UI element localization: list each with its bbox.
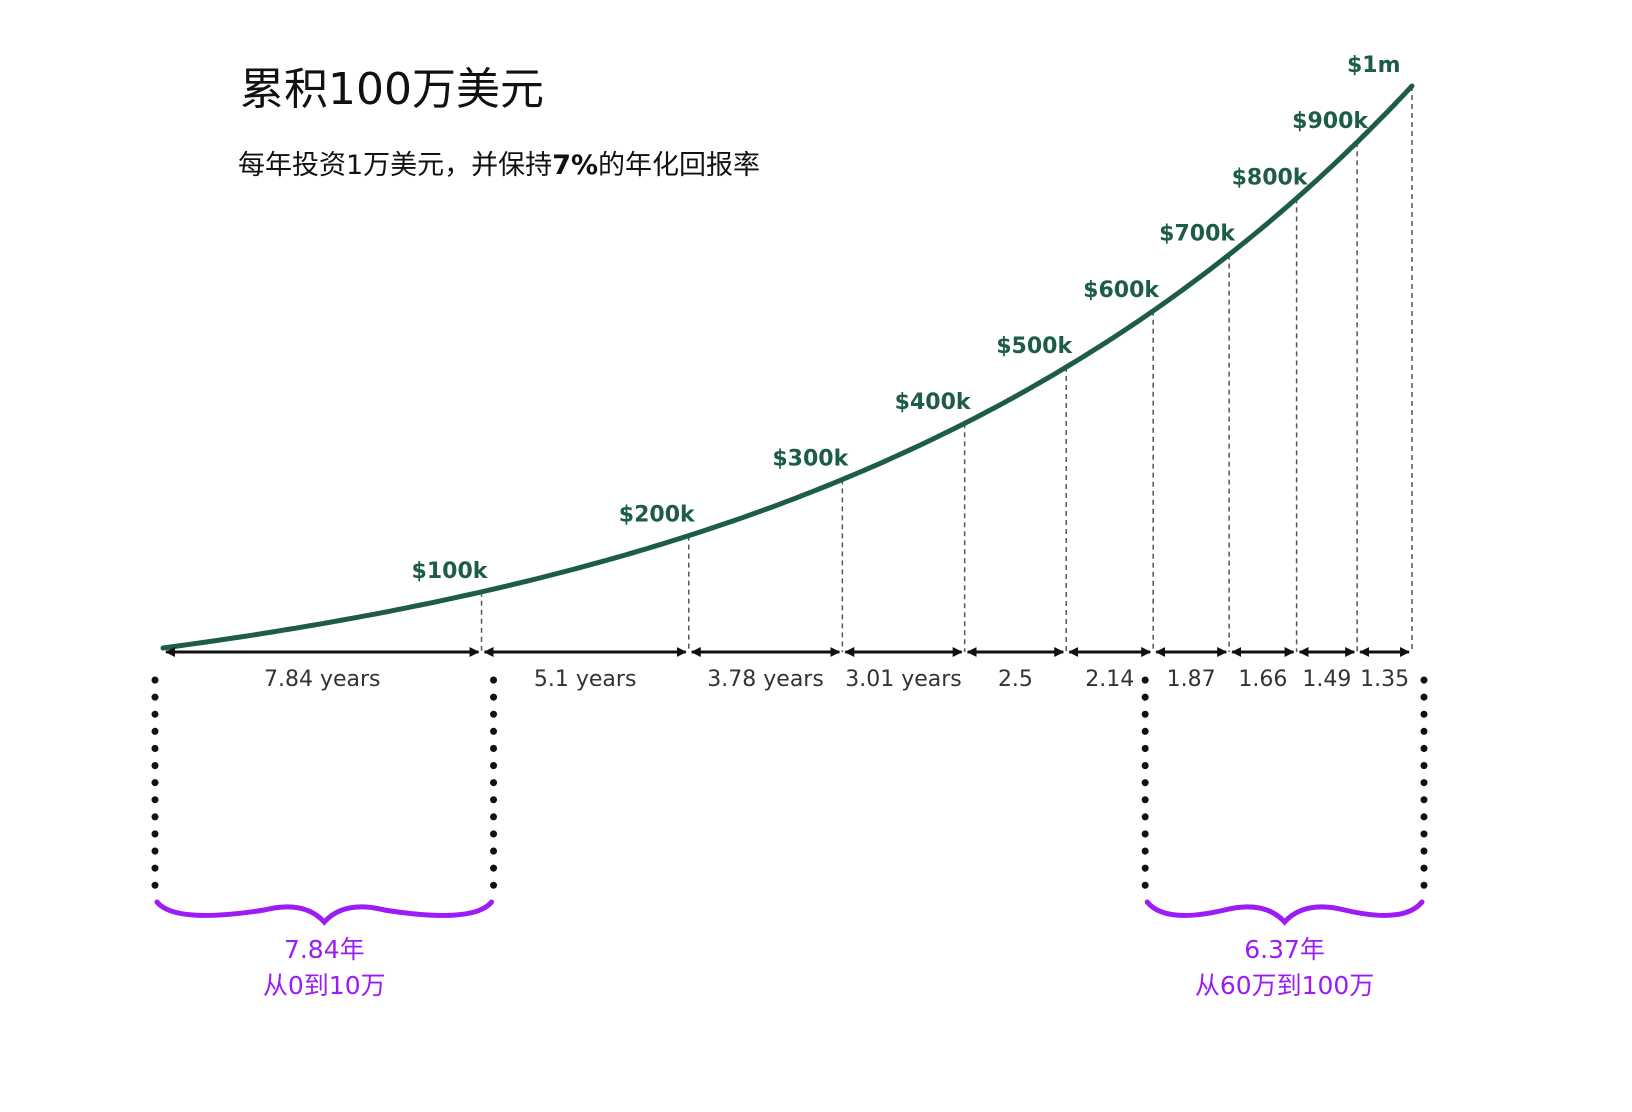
interval-label: 3.78 years	[707, 667, 824, 692]
milestone-label: $700k	[1159, 222, 1236, 247]
interval-label: 1.66	[1238, 667, 1287, 692]
gridlines	[480, 86, 1413, 652]
milestone-label: $600k	[1083, 278, 1160, 303]
interval-label: 1.35	[1360, 667, 1409, 692]
interval-label: 2.5	[998, 667, 1033, 692]
chart-subtitle: 每年投资1万美元，并保持7%的年化回报率	[238, 150, 760, 181]
milestone-label: $200k	[619, 503, 696, 528]
interval-label: 1.87	[1167, 667, 1216, 692]
annotation-duration: 6.37年	[1244, 935, 1325, 964]
growth-curve	[160, 83, 1415, 651]
milestone-label: $1m	[1347, 53, 1401, 78]
subtitle-suffix: 的年化回报率	[598, 150, 760, 181]
milestone-label: $800k	[1232, 165, 1309, 190]
milestone-label: $300k	[772, 446, 849, 471]
interval-label: 3.01 years	[845, 667, 962, 692]
annotation-duration: 7.84年	[284, 935, 365, 964]
milestone-label: $400k	[895, 390, 972, 415]
milestone-label: $100k	[412, 559, 489, 584]
interval-label: 2.14	[1085, 667, 1134, 692]
milestone-label: $500k	[996, 334, 1073, 359]
curly-brace	[154, 899, 495, 926]
curly-brace	[1144, 899, 1425, 926]
point-labels: $100k $200k $300k $400k $500k $600k $700k $800k…	[412, 53, 1401, 584]
annotation-range: 从0到10万	[263, 971, 386, 1000]
interval-label: 7.84 years	[264, 667, 381, 692]
subtitle-prefix: 每年投资1万美元，并保持	[238, 150, 552, 181]
interval-arrows: 7.84 years 5.1 years 3.78 years 3.01 years 2…	[165, 647, 1410, 692]
chart-title: 累积100万美元	[240, 64, 544, 115]
interval-label: 5.1 years	[534, 667, 637, 692]
interval-label: 1.49	[1302, 667, 1351, 692]
annotation-range: 从60万到100万	[1195, 971, 1375, 1000]
milestone-label: $900k	[1292, 109, 1369, 134]
subtitle-rate: 7%	[552, 150, 598, 181]
